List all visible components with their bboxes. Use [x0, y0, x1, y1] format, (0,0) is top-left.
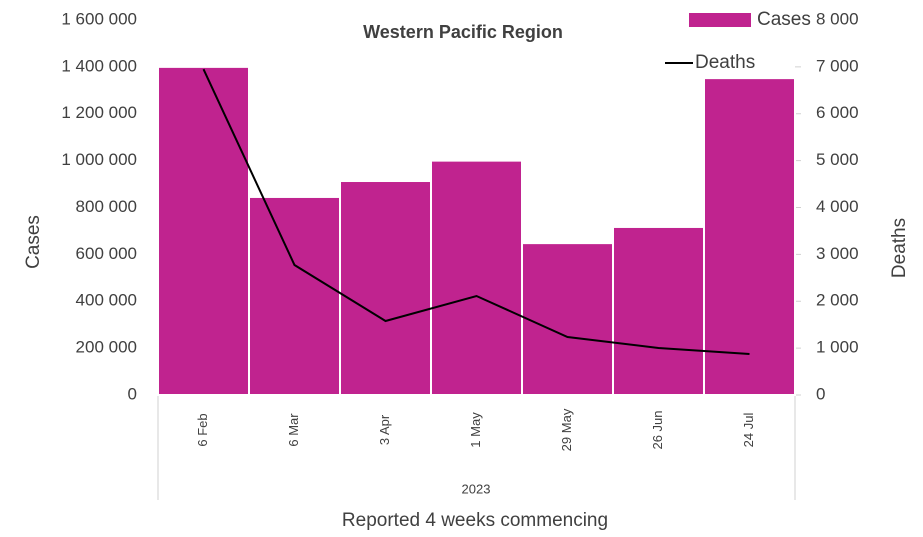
x-axis-title: Reported 4 weeks commencing [342, 510, 608, 531]
y-tick-label: 600 000 [76, 244, 137, 263]
bar [157, 65, 250, 396]
legend-swatch [689, 13, 751, 27]
x-tick-label: 29 May [559, 408, 574, 451]
x-group-label: 2023 [462, 481, 491, 496]
y-tick-label: 200 000 [76, 338, 137, 357]
y2-tick-label: 4 000 [816, 197, 859, 216]
bar [521, 242, 614, 396]
bar [703, 77, 796, 396]
y2-tick-label: 0 [816, 384, 825, 403]
y-tick-label: 1 200 000 [61, 103, 137, 122]
y-tick-label: 1 600 000 [61, 9, 137, 28]
chart-title: Western Pacific Region [363, 22, 563, 42]
y2-tick-label: 3 000 [816, 244, 859, 263]
y-tick-label: 800 000 [76, 197, 137, 216]
y-tick-label: 1 000 000 [61, 150, 137, 169]
legend-label: Cases [757, 9, 811, 30]
y2-axis-title: Deaths [889, 218, 910, 278]
bar [430, 159, 523, 396]
y2-tick-label: 5 000 [816, 150, 859, 169]
y-tick-label: 0 [128, 384, 137, 403]
x-tick-label: 26 Jun [650, 410, 665, 449]
bar [612, 225, 705, 396]
x-tick-label: 3 Apr [377, 414, 392, 445]
y-tick-label: 1 400 000 [61, 56, 137, 75]
y2-tick-label: 8 000 [816, 9, 859, 28]
bar [248, 195, 341, 396]
line [202, 68, 750, 355]
x-tick-label: 24 Jul [741, 413, 756, 448]
y2-tick-label: 6 000 [816, 103, 859, 122]
x-tick-label: 6 Feb [195, 413, 210, 446]
x-tick-label: 6 Mar [286, 413, 301, 447]
y2-tick-label: 1 000 [816, 338, 859, 357]
y-tick-label: 400 000 [76, 291, 137, 310]
x-tick-label: 1 May [468, 412, 483, 448]
y2-tick-label: 7 000 [816, 56, 859, 75]
y2-tick-label: 2 000 [816, 291, 859, 310]
y-axis-title: Cases [23, 215, 44, 269]
bar [339, 180, 432, 396]
legend-label: Deaths [695, 52, 755, 73]
